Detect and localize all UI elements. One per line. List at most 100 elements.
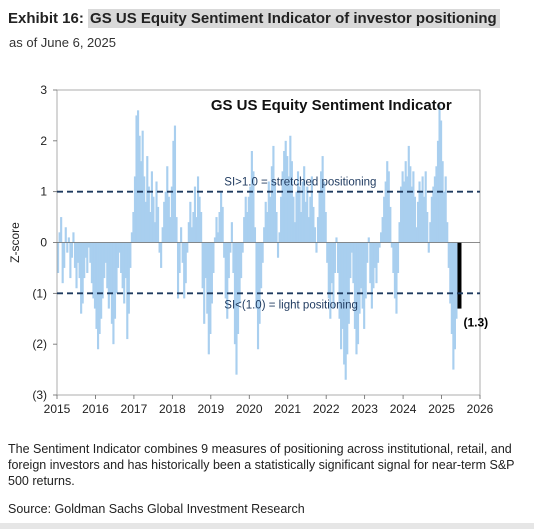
data-bar: [433, 176, 436, 243]
x-tick-label: 2015: [44, 402, 71, 416]
data-bar: [309, 196, 312, 243]
data-bar: [113, 242, 117, 319]
data-bar: [260, 242, 263, 289]
data-bar: [381, 217, 384, 243]
x-tick-label: 2017: [121, 402, 148, 416]
data-bar: [313, 227, 317, 243]
data-bar: [63, 242, 66, 268]
data-bar: [393, 242, 396, 299]
data-bar: [138, 135, 141, 243]
data-bar: [232, 242, 235, 273]
data-bar: [430, 196, 433, 243]
data-bar: [380, 232, 383, 243]
data-bar: [347, 242, 350, 324]
data-bar: [300, 212, 303, 243]
data-bar: [424, 171, 427, 243]
data-bar: [247, 196, 250, 243]
data-bar: [432, 186, 435, 243]
x-tick-label: 2018: [159, 402, 186, 416]
data-bar: [450, 242, 453, 334]
data-bar: [101, 242, 104, 299]
data-bar: [100, 242, 103, 319]
data-bar: [273, 181, 277, 243]
data-bar: [236, 242, 240, 334]
data-bar: [390, 242, 393, 248]
data-bar: [78, 242, 81, 279]
data-bar: [69, 242, 72, 279]
data-bar: [283, 151, 286, 243]
data-bar: [280, 196, 283, 243]
data-bar: [227, 242, 230, 279]
data-bar: [224, 242, 227, 299]
data-bar: [426, 212, 429, 243]
data-bar: [261, 242, 264, 263]
data-bar: [420, 191, 423, 243]
data-bar: [83, 242, 86, 279]
data-bar: [64, 227, 67, 243]
data-bar: [126, 242, 129, 340]
data-bar: [196, 176, 200, 243]
data-bar: [307, 217, 310, 243]
data-bar: [186, 242, 189, 253]
data-bar: [180, 227, 183, 243]
data-bar: [110, 242, 113, 324]
data-bar: [281, 171, 284, 243]
data-bar: [223, 242, 226, 258]
data-bar: [403, 181, 406, 243]
data-bar: [301, 181, 304, 243]
data-bar: [378, 242, 381, 248]
x-tick-label: 2026: [467, 402, 494, 416]
data-bar: [176, 242, 180, 299]
data-bar: [298, 186, 301, 243]
chart-note: The Sentiment Indicator combines 9 measu…: [8, 442, 515, 488]
data-bar: [366, 242, 369, 263]
data-bar: [187, 222, 190, 243]
bar-series: [57, 105, 460, 380]
data-bar: [170, 186, 173, 243]
data-bar: [444, 176, 447, 243]
data-bar: [367, 237, 370, 243]
data-bar: [70, 242, 73, 258]
data-bar: [352, 242, 355, 284]
data-bar: [132, 212, 135, 243]
data-bar: [121, 242, 124, 289]
data-bar: [289, 135, 292, 243]
data-bar: [92, 242, 95, 299]
y-tick-label: 0: [40, 236, 47, 250]
data-bar: [324, 212, 327, 243]
data-bar: [338, 242, 341, 319]
data-bar: [258, 242, 261, 324]
data-bar: [118, 242, 121, 253]
data-bar: [304, 201, 307, 243]
data-bar: [201, 242, 204, 289]
data-bar: [249, 186, 252, 243]
data-bar: [392, 242, 395, 273]
data-bar: [160, 242, 163, 268]
data-bar: [86, 242, 89, 273]
data-bar: [435, 166, 438, 243]
y-tick-label: (2): [32, 337, 47, 351]
data-bar: [387, 171, 390, 243]
data-bar: [404, 161, 407, 243]
data-bar: [306, 186, 309, 243]
data-bar: [230, 222, 233, 243]
x-tick-label: 2024: [390, 402, 417, 416]
data-bar: [375, 242, 378, 284]
data-bar: [369, 242, 372, 284]
data-bar: [115, 242, 118, 294]
data-bar: [123, 242, 126, 304]
data-bar: [355, 242, 358, 355]
y-tick-label: 2: [40, 134, 47, 148]
data-bar: [400, 186, 403, 243]
data-bar: [344, 242, 347, 380]
data-bar: [363, 242, 366, 329]
data-bar: [140, 161, 143, 243]
chart-overlay: SI>1.0 = stretched positioning SI<(1.0) =…: [8, 83, 494, 416]
data-bar: [161, 227, 164, 243]
data-bar: [312, 206, 315, 243]
data-bar: [455, 242, 458, 319]
data-bar: [238, 242, 241, 304]
data-bar: [210, 242, 213, 304]
data-bar: [336, 242, 340, 273]
data-bar: [66, 242, 69, 253]
